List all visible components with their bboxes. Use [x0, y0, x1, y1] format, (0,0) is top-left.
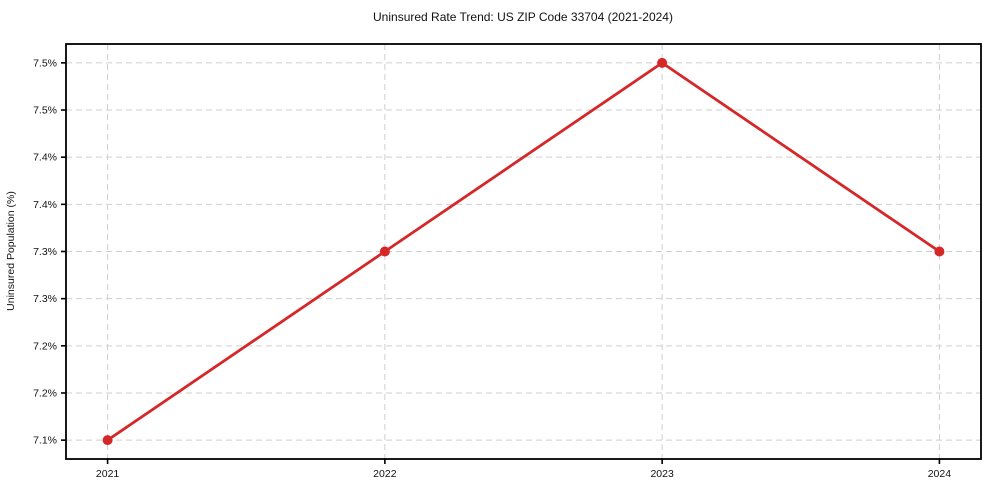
data-point: [102, 435, 113, 446]
y-tick-label: 7.2%: [33, 387, 57, 399]
y-tick-label: 7.2%: [33, 340, 57, 352]
gridlines-layer: [66, 44, 981, 459]
series-layer: [102, 57, 945, 446]
y-tick-label: 7.1%: [33, 435, 57, 447]
axes-layer: [61, 43, 982, 464]
x-tick-label: 2021: [96, 468, 120, 480]
x-tick-label: 2022: [373, 468, 397, 480]
data-point: [934, 246, 945, 257]
data-point: [657, 57, 668, 68]
y-tick-label: 7.3%: [33, 246, 57, 258]
y-tick-label: 7.3%: [33, 293, 57, 305]
trend-line: [106, 61, 941, 442]
x-tick-label: 2023: [650, 468, 674, 480]
tick-labels-layer: 7.1% 7.2% 7.2% 7.3% 7.3% 7.4% 7.4% 7.5% 7.5% 2021…: [33, 57, 951, 480]
x-tick-label: 2024: [928, 468, 952, 480]
y-tick-label: 7.5%: [33, 57, 57, 69]
chart-title: Uninsured Rate Trend: US ZIP Code 33704 …: [373, 10, 673, 24]
plot-border: [65, 43, 982, 460]
y-axis-label: Uninsured Population (%): [5, 191, 17, 311]
data-point: [379, 246, 390, 257]
y-tick-label: 7.5%: [33, 105, 57, 117]
y-tick-label: 7.4%: [33, 199, 57, 211]
y-tick-label: 7.4%: [33, 152, 57, 164]
